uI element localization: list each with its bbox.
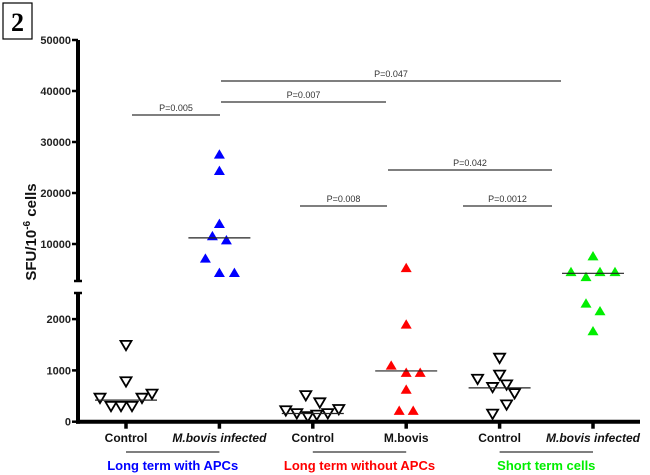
data-point xyxy=(400,262,412,273)
group-label: Short term cells xyxy=(497,458,595,473)
data-point xyxy=(213,218,225,228)
data-point xyxy=(414,367,426,377)
y-tick-label: 30000 xyxy=(40,137,71,149)
data-point xyxy=(565,266,577,277)
data-point xyxy=(298,390,313,403)
data-point xyxy=(228,267,240,277)
data-point xyxy=(393,405,405,415)
group-label: Long term with APCs xyxy=(107,458,238,473)
data-point xyxy=(587,325,599,336)
data-point xyxy=(580,271,592,282)
data-point xyxy=(118,339,134,352)
y-tick-label: 2000 xyxy=(47,314,71,326)
data-point xyxy=(144,388,160,401)
data-point xyxy=(492,352,507,365)
data-point xyxy=(118,376,134,389)
p-value-label: P=0.005 xyxy=(159,103,193,113)
data-point xyxy=(407,405,419,415)
panel-number: 2 xyxy=(11,8,24,37)
data-point xyxy=(134,392,150,405)
data-point xyxy=(385,360,397,370)
x-tick-label: M.bovis infected xyxy=(172,431,267,445)
x-tick-label: M.bovis xyxy=(384,431,429,445)
data-point xyxy=(594,266,606,277)
data-point xyxy=(312,397,327,410)
data-point xyxy=(594,305,606,316)
data-point xyxy=(470,373,485,386)
panel-label: 2 xyxy=(2,2,33,40)
data-point xyxy=(400,384,412,394)
data-point xyxy=(400,367,412,377)
y-tick-label: 50000 xyxy=(40,35,71,47)
x-tick-label: Control xyxy=(478,431,521,445)
x-tick-label: M.bovis infected xyxy=(546,431,641,445)
data-point xyxy=(587,251,599,261)
data-point xyxy=(213,165,225,175)
p-value-label: P=0.007 xyxy=(287,90,321,100)
y-tick-label: 40000 xyxy=(40,86,71,98)
y-tick-label: 20000 xyxy=(40,188,71,200)
data-point xyxy=(400,319,412,329)
data-point xyxy=(113,401,129,414)
data-point xyxy=(499,399,514,412)
y-tick-label: 10000 xyxy=(40,239,71,251)
data-point xyxy=(206,230,218,241)
data-point xyxy=(213,149,225,159)
data-point xyxy=(331,404,346,417)
p-value-label: P=0.008 xyxy=(327,194,361,204)
data-point xyxy=(213,267,225,277)
y-axis-label: SFU/10-6 cells xyxy=(22,183,40,280)
data-point xyxy=(300,411,315,424)
data-point xyxy=(485,408,500,421)
x-tick-label: Control xyxy=(105,431,148,445)
data-point xyxy=(580,298,592,308)
data-point xyxy=(309,409,324,422)
p-value-label: P=0.042 xyxy=(453,158,487,168)
data-point xyxy=(220,234,232,245)
data-point xyxy=(492,369,507,382)
y-tick-label: 0 xyxy=(65,417,71,429)
data-point xyxy=(124,401,140,414)
group-label: Long term without APCs xyxy=(284,458,435,473)
p-value-label: P=0.047 xyxy=(374,69,408,79)
x-tick-label: Control xyxy=(291,431,334,445)
data-point xyxy=(499,379,514,392)
data-point xyxy=(199,253,211,263)
p-value-label: P=0.0012 xyxy=(488,194,527,204)
data-point xyxy=(92,392,108,405)
data-point xyxy=(507,388,522,401)
data-point xyxy=(609,266,621,277)
data-point xyxy=(278,405,293,418)
y-tick-label: 1000 xyxy=(47,365,71,377)
data-point xyxy=(103,401,119,414)
